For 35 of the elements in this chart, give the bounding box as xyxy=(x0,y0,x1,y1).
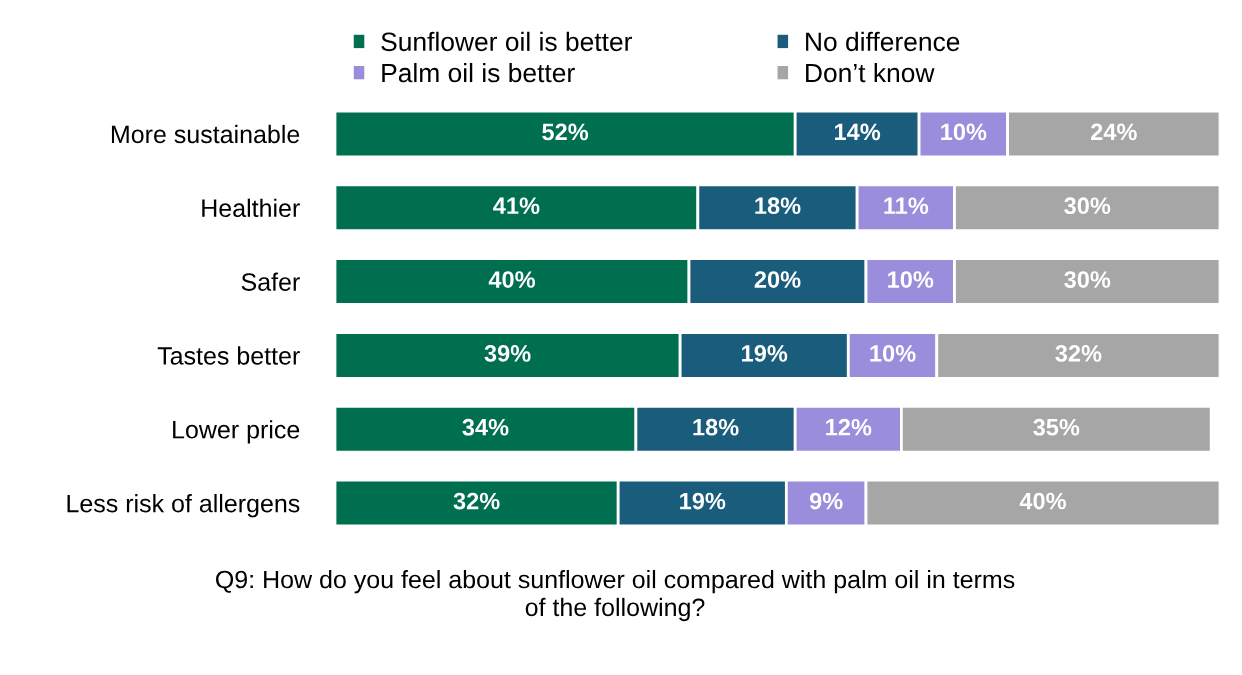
y-tick-label: Safer xyxy=(241,272,300,291)
data-label: 30% xyxy=(1064,197,1111,215)
data-label: 10% xyxy=(941,123,987,141)
y-tick-label: Tastes better xyxy=(157,346,300,365)
data-label: 10% xyxy=(870,345,916,362)
data-label: 18% xyxy=(693,418,739,436)
data-label: 52% xyxy=(542,123,589,141)
text: Q9: How do you feel about sunflower oil compared with palm oil in terms of the following? xyxy=(216,570,1015,622)
y-tick-label: Less risk of allergens xyxy=(67,494,300,518)
data-label: 19% xyxy=(680,492,726,510)
data-label: 9% xyxy=(809,492,843,510)
legend-label: Sunflower oil is better xyxy=(381,31,632,52)
data-label: 32% xyxy=(1055,345,1102,362)
data-label: 24% xyxy=(1090,123,1137,141)
data-label: 12% xyxy=(826,418,872,436)
data-label: 39% xyxy=(484,345,531,362)
legend-label: Don’t know xyxy=(806,62,935,83)
legend-label: Palm oil is better xyxy=(382,62,575,83)
data-label: 19% xyxy=(742,345,788,362)
data-label: 32% xyxy=(453,492,500,510)
data-label: 35% xyxy=(1033,418,1080,436)
data-label: 20% xyxy=(754,271,801,288)
data-label: 10% xyxy=(888,271,934,288)
data-label: 11% xyxy=(884,197,929,215)
y-tick-label: Lower price xyxy=(173,420,300,444)
y-tick-label: More sustainable xyxy=(111,124,300,144)
data-label: 30% xyxy=(1064,271,1111,288)
data-label: 14% xyxy=(835,123,881,141)
legend-label: No difference xyxy=(806,31,960,52)
data-label: 40% xyxy=(488,271,536,288)
data-label: 18% xyxy=(755,197,801,215)
data-label: 34% xyxy=(462,418,509,436)
data-label: 40% xyxy=(1019,492,1067,510)
y-tick-label: Healthier xyxy=(202,198,300,218)
data-label: 41% xyxy=(493,197,540,215)
